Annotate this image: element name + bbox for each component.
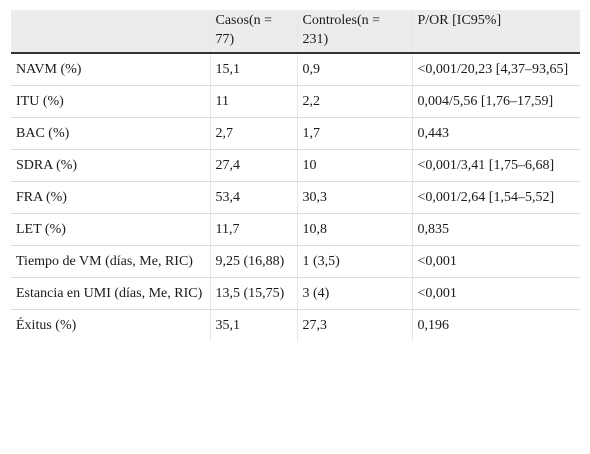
table-row: LET (%) 11,7 10,8 0,835 [11,213,580,246]
p-or-value: 0,443 [411,117,580,150]
casos-value: 35,1 [209,309,297,341]
header-cell-variable [11,10,210,54]
casos-value: 9,25 (16,88) [209,245,297,278]
header-cell-p-or: P/OR [IC95%] [411,10,580,54]
table-row: SDRA (%) 27,4 10 <0,001/3,41 [1,75–6,68] [11,149,580,182]
table-row: Estancia en UMI (días, Me, RIC) 13,5 (15… [11,277,580,310]
controles-value: 30,3 [296,181,412,214]
table-row: FRA (%) 53,4 30,3 <0,001/2,64 [1,54–5,52… [11,181,580,214]
controles-value: 0,9 [296,53,412,86]
p-or-value: <0,001/2,64 [1,54–5,52] [411,181,580,214]
p-or-value: 0,196 [411,309,580,341]
controles-value: 10 [296,149,412,182]
casos-value: 27,4 [209,149,297,182]
table-row: Éxitus (%) 35,1 27,3 0,196 [11,309,580,341]
row-label: Estancia en UMI (días, Me, RIC) [11,277,210,310]
table-header: Casos(n = 77) Controles(n = 231) P/OR [I… [11,10,580,54]
controles-value: 27,3 [296,309,412,341]
header-cell-controles: Controles(n = 231) [296,10,412,54]
casos-value: 15,1 [209,53,297,86]
casos-value: 11 [209,85,297,118]
casos-value: 13,5 (15,75) [209,277,297,310]
p-or-value: <0,001 [411,245,580,278]
table-row: Tiempo de VM (días, Me, RIC) 9,25 (16,88… [11,245,580,278]
table-row: BAC (%) 2,7 1,7 0,443 [11,117,580,150]
p-or-value: <0,001 [411,277,580,310]
row-label: Tiempo de VM (días, Me, RIC) [11,245,210,278]
table-body: NAVM (%) 15,1 0,9 <0,001/20,23 [4,37–93,… [11,53,580,341]
row-label: FRA (%) [11,181,210,214]
p-or-value: <0,001/20,23 [4,37–93,65] [411,53,580,86]
table-row: NAVM (%) 15,1 0,9 <0,001/20,23 [4,37–93,… [11,53,580,86]
data-table: Casos(n = 77) Controles(n = 231) P/OR [I… [11,10,580,341]
controles-value: 1,7 [296,117,412,150]
header-row: Casos(n = 77) Controles(n = 231) P/OR [I… [11,10,580,54]
controles-value: 1 (3,5) [296,245,412,278]
p-or-value: 0,004/5,56 [1,76–17,59] [411,85,580,118]
row-label: BAC (%) [11,117,210,150]
controles-value: 10,8 [296,213,412,246]
casos-value: 53,4 [209,181,297,214]
casos-value: 2,7 [209,117,297,150]
row-label: LET (%) [11,213,210,246]
casos-value: 11,7 [209,213,297,246]
controles-value: 2,2 [296,85,412,118]
p-or-value: 0,835 [411,213,580,246]
header-cell-casos: Casos(n = 77) [209,10,297,54]
row-label: NAVM (%) [11,53,210,86]
row-label: ITU (%) [11,85,210,118]
row-label: SDRA (%) [11,149,210,182]
row-label: Éxitus (%) [11,309,210,341]
controles-value: 3 (4) [296,277,412,310]
p-or-value: <0,001/3,41 [1,75–6,68] [411,149,580,182]
table-container: Casos(n = 77) Controles(n = 231) P/OR [I… [11,10,580,341]
table-row: ITU (%) 11 2,2 0,004/5,56 [1,76–17,59] [11,85,580,118]
